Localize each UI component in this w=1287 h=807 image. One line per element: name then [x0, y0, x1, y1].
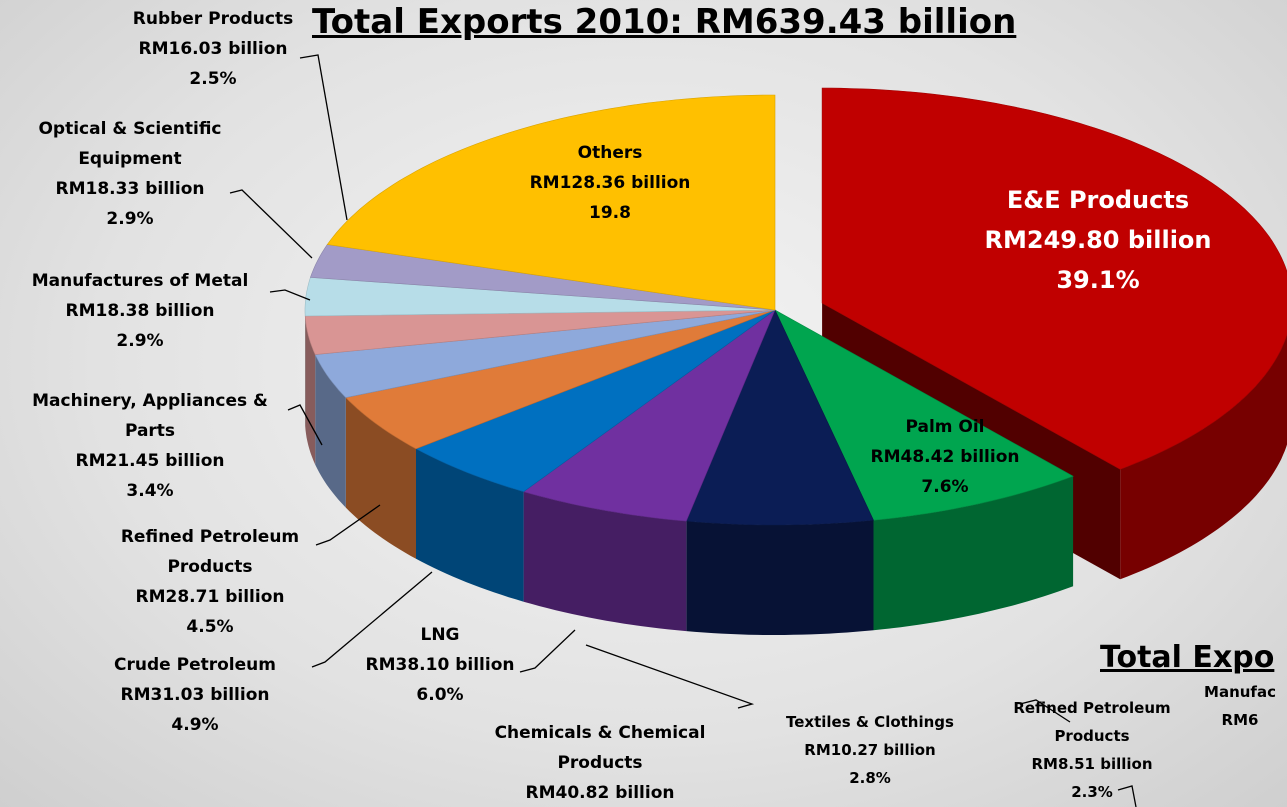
slice: [314, 309, 776, 398]
data-label: E&E Products RM249.80 billion 39.1%: [938, 180, 1258, 300]
label-line: RM249.80 billion: [984, 226, 1212, 254]
leader-line: [585, 644, 755, 709]
label-line: LNG: [420, 625, 460, 645]
label-line: RM18.33 billion: [55, 179, 205, 199]
label-line: Manufac: [1204, 683, 1276, 701]
slice-side: [1120, 334, 1287, 580]
label-line: RM16.03 billion: [138, 39, 288, 59]
leader-line: [287, 404, 323, 446]
label-line: 39.1%: [1056, 266, 1140, 294]
label-line: Others: [577, 143, 643, 163]
label-line: 3.4%: [126, 481, 174, 501]
label-line: RM10.27 billion: [804, 741, 936, 759]
data-label: Others RM128.36 billion 19.8: [485, 138, 735, 228]
label-line: 4.5%: [186, 617, 234, 637]
data-label: Chemicals & Chemical Products RM40.82 bil…: [475, 718, 725, 807]
label-line: 6.0%: [416, 685, 464, 705]
slice-side: [523, 491, 687, 632]
data-label: Palm Oil RM48.42 billion 7.6%: [845, 412, 1045, 502]
label-line: 19.8: [589, 203, 631, 223]
label-line: RM38.10 billion: [365, 655, 515, 675]
leader-line: [299, 54, 348, 221]
label-line: 7.6%: [921, 477, 969, 497]
data-label: Manufactures of Metal RM18.38 billion 2.9%: [0, 266, 290, 356]
slice: [522, 309, 776, 522]
data-label: Optical & Scientific Equipment RM18.33 bi…: [14, 114, 246, 234]
label-line: RM6: [1221, 711, 1259, 729]
label-line: Palm Oil: [905, 417, 985, 437]
label-line: Manufactures of Metal: [31, 271, 249, 291]
label-line: Rubber Products: [132, 9, 294, 29]
label-line: Textiles & Clothings: [786, 713, 954, 731]
label-line: 2.8%: [849, 769, 891, 787]
label-line: Refined Petroleum Products: [120, 527, 300, 577]
slice: [685, 309, 874, 526]
slice: [345, 309, 776, 450]
data-label: Refined Petroleum Products RM28.71 billio…: [103, 522, 318, 642]
leader-line: [311, 571, 433, 668]
label-line: 2.3%: [1071, 783, 1113, 801]
label-line: RM48.42 billion: [870, 447, 1020, 467]
label-line: RM21.45 billion: [75, 451, 225, 471]
label-line: RM40.82 billion: [525, 783, 675, 803]
chart-title: Total Exports 2010: RM639.43 billion: [312, 2, 1017, 42]
slice-side: [686, 520, 874, 635]
leader-line: [1117, 785, 1137, 807]
slice: [304, 277, 776, 317]
label-line: RM31.03 billion: [120, 685, 270, 705]
leader-line: [1019, 699, 1071, 723]
data-label: Machinery, Appliances & Parts RM21.45 bil…: [28, 386, 273, 506]
label-line: Optical & Scientific Equipment: [38, 119, 222, 169]
label-line: RM8.51 billion: [1031, 755, 1153, 773]
slice-side: [345, 397, 416, 559]
slice-side: [873, 476, 1074, 631]
label-line: 2.5%: [189, 69, 237, 89]
slice: [774, 309, 1074, 521]
slice-side: [315, 354, 346, 508]
slice: [309, 244, 776, 311]
slice: [821, 87, 1287, 470]
slice-side: [416, 448, 524, 602]
leader-line: [269, 289, 311, 301]
label-line: E&E Products: [1006, 186, 1190, 214]
data-label: LNG RM38.10 billion 6.0%: [340, 620, 540, 710]
label-line: 4.9%: [171, 715, 219, 735]
leader-line: [315, 504, 381, 546]
label-line: Crude Petroleum: [114, 655, 276, 675]
label-line: 2.9%: [106, 209, 154, 229]
slice: [326, 94, 776, 311]
data-label: Crude Petroleum RM31.03 billion 4.9%: [75, 650, 315, 740]
data-label: Manufac RM6: [1170, 678, 1287, 734]
label-line: Chemicals & Chemical Products: [494, 723, 706, 773]
label-line: RM128.36 billion: [529, 173, 691, 193]
label-line: Refined Petroleum Products: [1013, 699, 1171, 745]
leader-line: [229, 189, 313, 259]
chart-title: Total Expo: [1100, 640, 1275, 675]
slice: [304, 309, 776, 355]
label-line: RM18.38 billion: [65, 301, 215, 321]
data-label: Refined Petroleum Products RM8.51 billion…: [997, 694, 1187, 806]
slice: [415, 309, 776, 493]
leader-line: [519, 629, 576, 673]
data-label: Rubber Products RM16.03 billion 2.5%: [63, 4, 363, 94]
label-line: Machinery, Appliances & Parts: [32, 391, 268, 441]
data-label: Textiles & Clothings RM10.27 billion 2.8%: [760, 708, 980, 792]
label-line: RM28.71 billion: [135, 587, 285, 607]
label-line: 2.9%: [116, 331, 164, 351]
